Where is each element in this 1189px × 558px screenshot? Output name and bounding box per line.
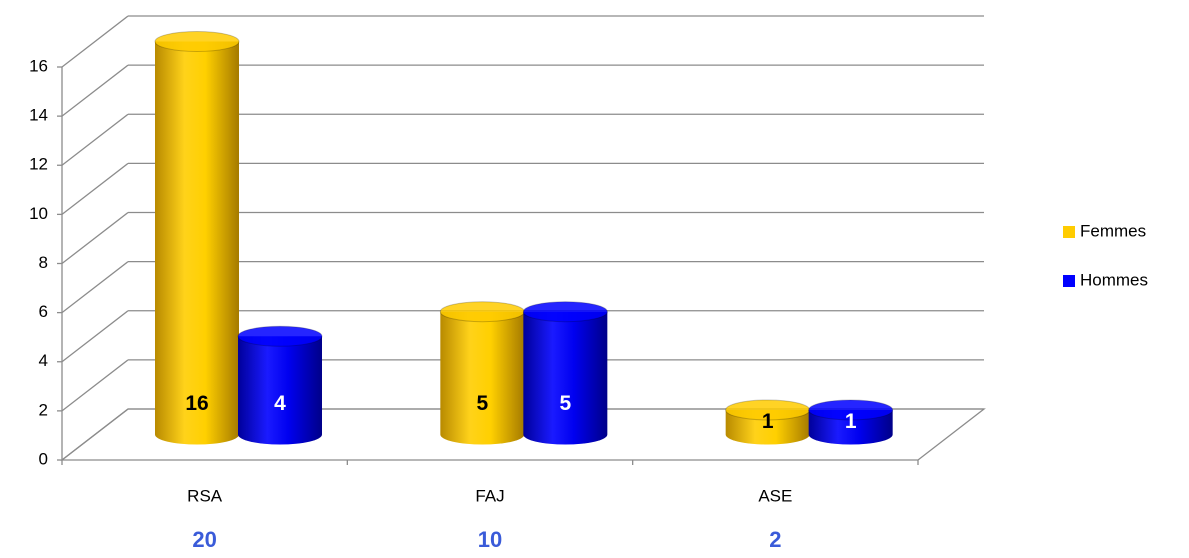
- grid-line: [61, 64, 129, 117]
- cylinder-top: [154, 31, 240, 52]
- cylinder: [440, 311, 525, 445]
- y-tick-label: 0: [39, 449, 48, 468]
- cylinder-top: [808, 399, 894, 421]
- x-tick-label: ASE: [758, 486, 792, 505]
- grid-line: [61, 310, 129, 363]
- total-label: 20: [192, 527, 216, 552]
- value-label: 5: [559, 392, 571, 415]
- cylinder: [238, 336, 322, 445]
- y-tick-label: 14: [29, 106, 48, 125]
- y-tick-label: 4: [39, 351, 48, 370]
- y-tick-label: 12: [29, 155, 48, 174]
- x-tick-label: FAJ: [475, 486, 504, 505]
- legend-swatch: [1063, 226, 1075, 238]
- y-tick-label: 6: [39, 302, 48, 321]
- legend-swatch: [1063, 275, 1075, 287]
- grid-line: [61, 359, 129, 412]
- grid-line: [61, 261, 129, 314]
- cylinder-top: [237, 325, 323, 347]
- y-tick-label: 16: [29, 56, 48, 75]
- grid-line: [61, 211, 129, 265]
- value-label: 16: [185, 392, 208, 415]
- cylinder: [155, 41, 239, 445]
- legend-label: Hommes: [1080, 270, 1148, 289]
- value-label: 1: [762, 410, 774, 433]
- cylinder: [523, 311, 608, 445]
- grid-line: [61, 162, 129, 215]
- grid-line: [61, 113, 129, 166]
- cylinder-top: [522, 301, 608, 323]
- grid-line: [61, 408, 129, 461]
- value-label: 1: [845, 410, 857, 433]
- total-label: 10: [478, 527, 502, 552]
- value-label: 4: [274, 392, 286, 415]
- value-label: 5: [476, 392, 488, 415]
- y-tick-label: 10: [29, 204, 48, 223]
- y-tick-label: 8: [39, 253, 48, 272]
- cylinder-top: [439, 301, 525, 323]
- total-label: 2: [769, 527, 781, 552]
- x-tick-label: RSA: [187, 486, 223, 505]
- y-tick-label: 2: [39, 400, 48, 419]
- grid-line: [61, 15, 129, 68]
- legend-label: Femmes: [1080, 221, 1146, 240]
